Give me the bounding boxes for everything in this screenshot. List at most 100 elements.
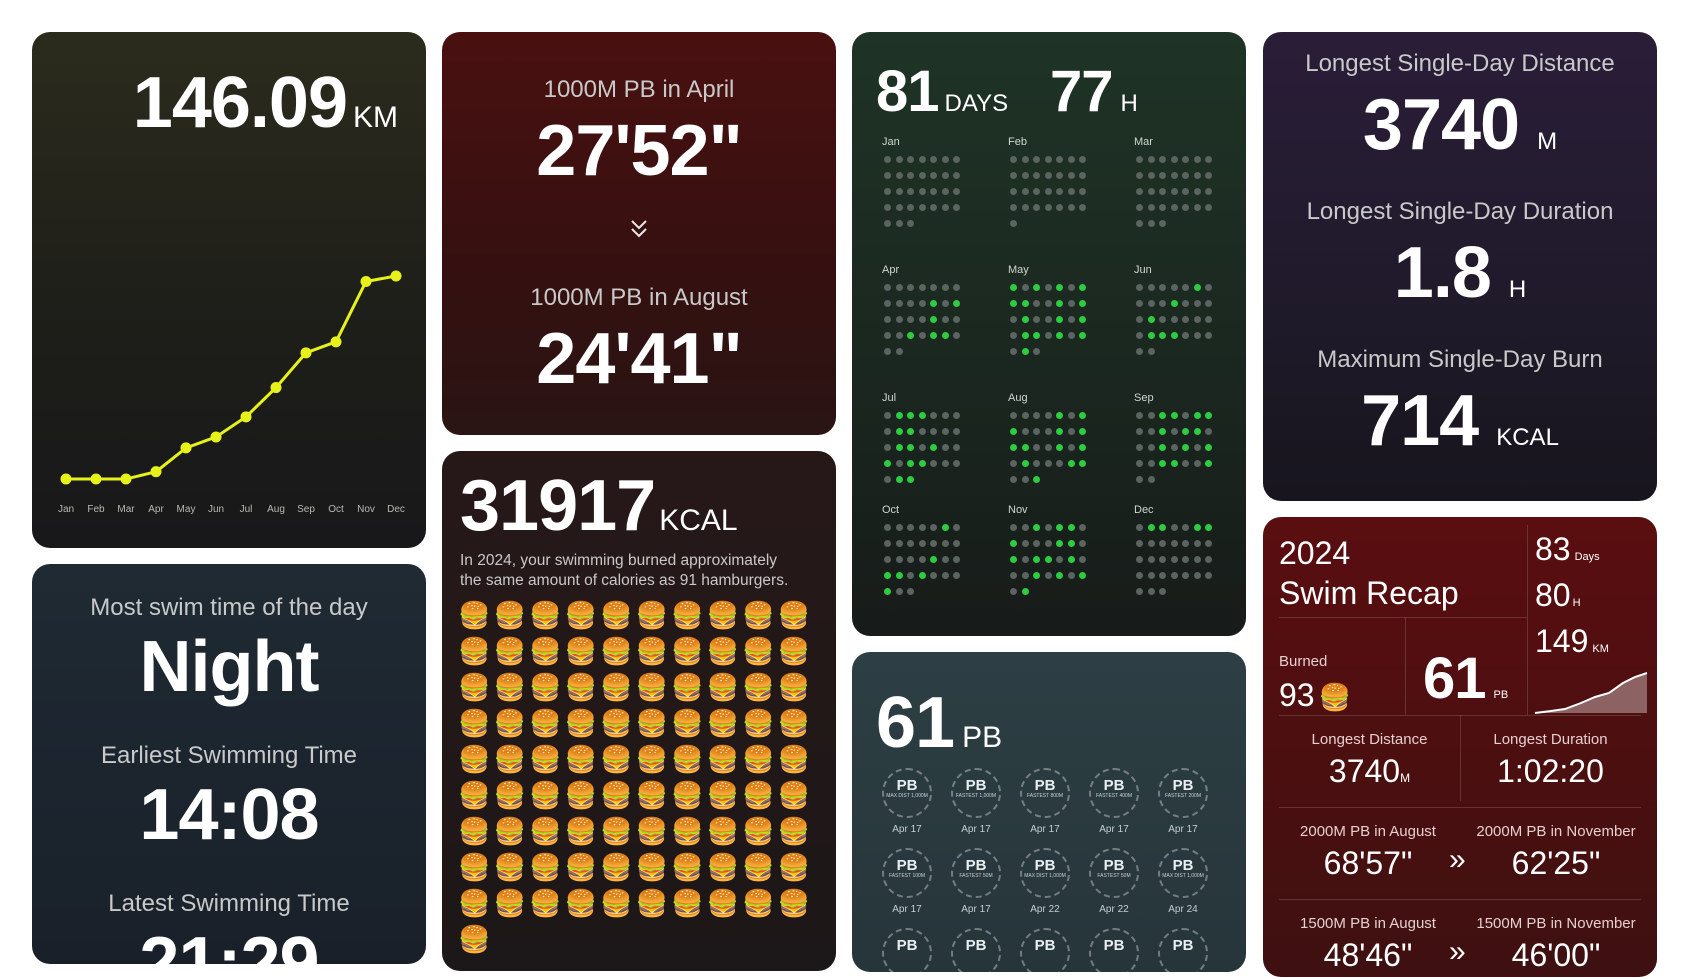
day-dot — [1136, 572, 1143, 579]
day-dot — [907, 204, 914, 211]
day-dot — [1136, 556, 1143, 563]
day-dot — [1067, 172, 1075, 179]
pb-badge-subtitle: MAX DIST 1,000M — [1024, 873, 1066, 879]
pb-badge-date: Apr 22 — [1030, 904, 1060, 915]
recap-pb1500-november-value: 46'00" — [1511, 937, 1601, 973]
day-dot — [1010, 524, 1017, 531]
day-dot — [953, 460, 960, 467]
day-dot — [1056, 572, 1063, 579]
day-dot — [1056, 156, 1063, 163]
day-dot — [1193, 332, 1201, 339]
day-dot — [1182, 428, 1189, 435]
day-dot — [1067, 460, 1075, 467]
pb-badge-subtitle: FASTEST 800M — [1026, 793, 1064, 799]
day-dot — [1079, 540, 1086, 547]
day-dot — [895, 572, 903, 579]
day-dot — [953, 300, 960, 307]
day-dot — [1067, 524, 1075, 531]
day-dot — [1056, 524, 1063, 531]
day-dot — [953, 332, 960, 339]
day-dot — [1147, 316, 1155, 323]
burger-icon: 🍔 — [564, 672, 597, 702]
day-dot — [884, 572, 891, 579]
day-dot — [1182, 524, 1189, 531]
pb-badge-icon: PB FASTEST 100M — [882, 848, 932, 898]
day-dot — [1147, 460, 1155, 467]
day-dot — [1021, 588, 1029, 595]
recap-km-value: 149 — [1535, 623, 1589, 659]
recap-hours-unit: H — [1572, 597, 1581, 609]
recap-longest-duration-value: 1:02:20 — [1497, 753, 1604, 789]
day-dot — [895, 428, 903, 435]
day-dot — [884, 588, 891, 595]
total-calories-value: 31917 — [460, 466, 656, 546]
day-dot — [1136, 588, 1143, 595]
x-tick-label: Sep — [297, 504, 315, 515]
burger-icon: 🍔 — [635, 888, 668, 918]
day-dot — [1044, 412, 1052, 419]
recap-year: 2024 — [1279, 535, 1351, 571]
day-dot — [918, 428, 926, 435]
burger-icon: 🍔 — [529, 816, 562, 846]
day-dot — [930, 524, 937, 531]
burger-icon: 🍔 — [493, 708, 526, 738]
day-dot — [1079, 204, 1086, 211]
day-dot — [930, 332, 937, 339]
pb-badge-date: Apr 17 — [892, 824, 922, 835]
day-dot — [1147, 188, 1155, 195]
day-dot — [884, 348, 891, 355]
day-dot — [1010, 156, 1017, 163]
double-chevron-right-icon: » — [1449, 843, 1466, 876]
month-label: Mar — [1134, 136, 1153, 148]
day-dot — [1193, 172, 1201, 179]
swim-hours-unit: H — [1120, 90, 1138, 117]
day-dot — [1067, 556, 1075, 563]
day-dot — [1193, 284, 1201, 291]
day-dot — [1056, 332, 1063, 339]
day-dot — [1044, 284, 1052, 291]
burger-icon: 🍔 — [600, 600, 633, 630]
burger-icon: 🍔 — [777, 816, 810, 846]
day-dot — [1147, 172, 1155, 179]
longest-duration-value: 1.8 — [1393, 233, 1492, 313]
day-dot — [1205, 540, 1212, 547]
day-dot — [1147, 588, 1155, 595]
burger-icon: 🍔 — [777, 888, 810, 918]
day-dot — [1193, 412, 1201, 419]
distance-point — [390, 270, 402, 282]
day-dot — [930, 204, 937, 211]
day-dot — [1205, 444, 1212, 451]
pb-badge-icon: PB FASTEST 1,000M — [951, 768, 1001, 818]
day-dot — [1159, 220, 1166, 227]
burger-icon: 🍔 — [635, 600, 668, 630]
day-dot — [918, 444, 926, 451]
day-dot — [953, 556, 960, 563]
burger-icon: 🍔 — [493, 744, 526, 774]
pb-badge-icon: PB MAX DIST 1,000M — [1158, 848, 1208, 898]
distance-point — [300, 347, 312, 359]
day-dot — [1010, 316, 1017, 323]
sparkline-area — [1535, 673, 1647, 713]
day-dot — [907, 572, 914, 579]
day-dot — [1205, 204, 1212, 211]
day-dot — [1021, 460, 1029, 467]
day-dot — [1159, 204, 1166, 211]
burger-icon: 🍔 — [635, 708, 668, 738]
burger-icon: 🍔 — [458, 780, 491, 810]
day-dot — [918, 316, 926, 323]
day-dot — [1079, 172, 1086, 179]
day-dot — [1170, 460, 1178, 467]
day-dot — [941, 156, 949, 163]
pb-badge-subtitle: FASTEST 400M — [1095, 793, 1133, 799]
total-pbs-value: 61 — [876, 683, 955, 763]
day-dot — [1170, 188, 1178, 195]
burger-icon: 🍔 — [671, 888, 704, 918]
day-dot — [1205, 316, 1212, 323]
day-dot — [1044, 300, 1052, 307]
x-tick-label: Apr — [148, 504, 164, 515]
calendar-heatmap: Jan Feb Mar Apr May Jun Jul Aug Sep Oct Nov Dec — [852, 32, 1246, 636]
day-dot — [895, 460, 903, 467]
day-dot — [918, 412, 926, 419]
day-dot — [884, 332, 891, 339]
day-dot — [1159, 332, 1166, 339]
